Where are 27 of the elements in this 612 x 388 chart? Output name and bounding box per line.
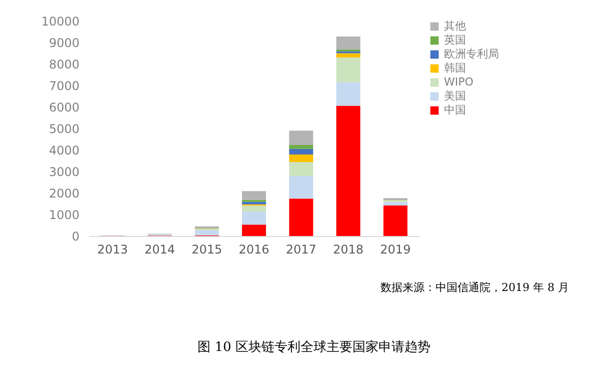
y-tick-label: 3000 xyxy=(48,165,80,179)
y-tick-label: 8000 xyxy=(48,58,80,72)
x-tick-label: 2019 xyxy=(380,242,411,256)
y-tick-label: 7000 xyxy=(48,79,80,93)
legend-label: WIPO xyxy=(444,76,474,88)
legend-label: 欧洲专利局 xyxy=(444,48,499,60)
y-tick-label: 9000 xyxy=(48,36,80,50)
y-tick-label: 0 xyxy=(72,230,80,244)
legend-label: 英国 xyxy=(444,34,466,46)
y-tick-label: 6000 xyxy=(48,100,80,114)
x-tick-label: 2018 xyxy=(333,242,364,256)
legend-label: 韩国 xyxy=(444,62,466,74)
text: 图 10 区块链专利全球主要国家申请趋势 xyxy=(198,339,430,355)
y-tick-label: 4000 xyxy=(48,144,80,158)
x-tick-label: 2013 xyxy=(97,242,128,256)
y-tick-label: 10000 xyxy=(41,14,80,28)
x-tick-label: 2015 xyxy=(192,242,222,256)
legend-label: 其他 xyxy=(444,20,466,32)
legend-label: 中国 xyxy=(444,104,466,116)
x-tick-label: 2016 xyxy=(238,242,270,256)
y-tick-label: 5000 xyxy=(48,122,80,136)
y-tick-label: 2000 xyxy=(48,186,80,200)
source-note: 数据来源：中国信通院，2019 年 8 月 xyxy=(380,281,569,294)
x-tick-label: 2014 xyxy=(144,242,175,256)
legend-label: 美国 xyxy=(444,90,466,102)
x-tick-label: 2017 xyxy=(286,242,316,256)
y-tick-label: 1000 xyxy=(48,208,80,222)
